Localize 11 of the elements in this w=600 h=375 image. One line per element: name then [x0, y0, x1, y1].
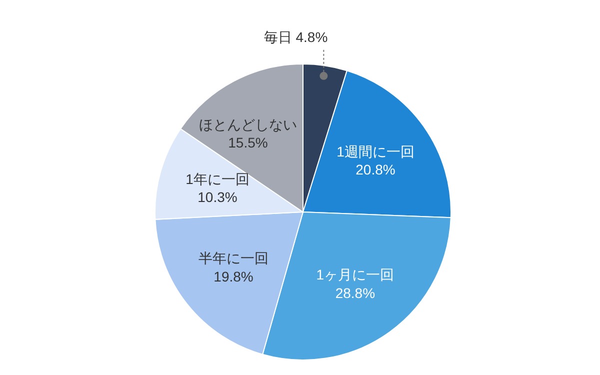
data-label: 19.8% — [214, 268, 254, 284]
slice-label: 毎日 4.8% — [264, 29, 328, 45]
slice-label: 1年に一回 — [186, 170, 250, 187]
slice-label: 半年に一回 — [198, 250, 269, 266]
slice-label: 1ヶ月に一回 — [316, 266, 394, 283]
data-label: 10.3% — [198, 189, 238, 206]
slice-label: 1週間に一回 — [336, 144, 414, 160]
slice-label: ほとんどしない — [199, 116, 297, 132]
data-label: 15.5% — [228, 134, 268, 151]
data-label: 20.8% — [356, 162, 396, 178]
data-label: 28.8% — [335, 284, 376, 301]
